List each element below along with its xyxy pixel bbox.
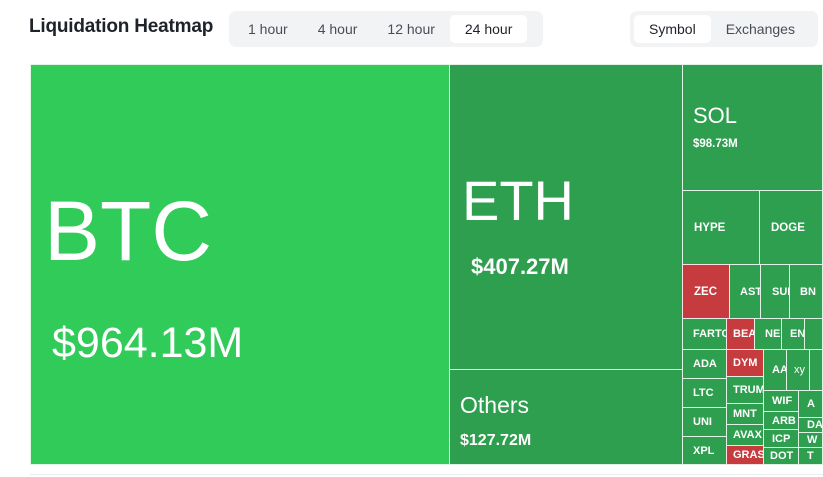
tile-gras[interactable]: GRAS: [726, 445, 764, 465]
time-range-selector: 1 hour 4 hour 12 hour 24 hour: [229, 11, 543, 47]
tile-avax-symbol: AVAX: [733, 429, 762, 441]
tile-btc[interactable]: BTC $964.13M: [30, 64, 450, 465]
tile-eth-value: $407.27M: [471, 254, 569, 279]
tile-dot[interactable]: DOT: [763, 447, 799, 465]
tile-sol[interactable]: SOL $98.73M: [682, 64, 823, 191]
tile-da-symbol: DA: [807, 419, 823, 431]
tile-xpl[interactable]: XPL: [682, 436, 727, 465]
tile-wif-symbol: WIF: [772, 395, 793, 407]
tile-eth[interactable]: ETH $407.27M: [449, 64, 683, 370]
tile-bea-symbol: BEA: [733, 328, 755, 340]
tile-trum[interactable]: TRUM: [726, 376, 764, 404]
tile-bnb[interactable]: BN: [789, 264, 823, 319]
tile-uni[interactable]: UNI: [682, 407, 727, 437]
tile-ltc[interactable]: LTC: [682, 378, 727, 408]
tile-others-value: $127.72M: [460, 432, 532, 449]
tile-others[interactable]: Others $127.72M: [449, 369, 683, 465]
tile-dot-symbol: DOT: [770, 450, 794, 462]
tile-btc-symbol: BTC: [44, 184, 212, 278]
tile-ada[interactable]: ADA: [682, 349, 727, 379]
tile-t[interactable]: T: [798, 447, 823, 465]
liquidation-heatmap: BTC $964.13M ETH $407.27M Others $127.72…: [30, 64, 823, 465]
tile-btc-value: $964.13M: [52, 319, 244, 367]
tile-bnb-symbol: BN: [800, 285, 816, 298]
tab-24-hour[interactable]: 24 hour: [449, 15, 528, 43]
tile-ne-symbol: NE: [765, 328, 781, 340]
tile-aa-symbol: AA: [772, 364, 787, 376]
tile-sol-value: $98.73M: [693, 138, 738, 150]
tile-w[interactable]: W: [798, 432, 823, 448]
tab-12-hour[interactable]: 12 hour: [387, 21, 435, 37]
tile-t-symbol: T: [807, 450, 814, 462]
tile-dym-symbol: DYM: [733, 357, 758, 369]
tile-sol-symbol: SOL: [693, 103, 738, 128]
bottom-divider: [30, 474, 823, 475]
tile-sui-symbol: SUI: [772, 285, 790, 298]
tile-xy[interactable]: xy: [786, 349, 810, 391]
tile-farto[interactable]: FARTO: [682, 318, 727, 350]
tile-icp-symbol: ICP: [772, 432, 791, 445]
tab-1-hour[interactable]: 1 hour: [248, 21, 288, 37]
tile-doge-symbol: DOGE: [771, 221, 805, 234]
tab-exchanges[interactable]: Exchanges: [725, 21, 795, 37]
tile-wif[interactable]: WIF: [763, 390, 799, 412]
tile-doge[interactable]: DOGE: [759, 190, 823, 265]
tile-trum-symbol: TRUM: [733, 384, 764, 396]
tile-w-symbol: W: [807, 434, 818, 446]
tile-zec-symbol: ZEC: [694, 285, 717, 298]
tile-eth-symbol: ETH: [462, 169, 574, 232]
tab-4-hour[interactable]: 4 hour: [317, 21, 358, 37]
tile-ada-symbol: ADA: [693, 358, 717, 370]
tile-dym[interactable]: DYM: [726, 349, 764, 377]
tile-arb[interactable]: ARB: [763, 411, 799, 430]
tile-hype-symbol: HYPE: [694, 221, 726, 234]
tile-hype[interactable]: HYPE: [682, 190, 760, 265]
tile-gras-symbol: GRAS: [733, 449, 764, 461]
tile-ne[interactable]: NE: [754, 318, 782, 350]
tile-aster[interactable]: AST: [729, 264, 761, 319]
tile-farto-symbol: FARTO: [693, 328, 727, 340]
tile-mnt-symbol: MNT: [733, 408, 757, 420]
tile-misc-3-symbol: A: [807, 398, 815, 410]
tile-xpl-symbol: XPL: [693, 444, 715, 457]
tile-xy-symbol: xy: [794, 364, 805, 376]
tile-others-symbol: Others: [460, 392, 530, 418]
tile-en-symbol: EN: [790, 328, 805, 340]
tile-uni-symbol: UNI: [693, 416, 712, 428]
tile-da[interactable]: DA: [798, 417, 823, 433]
tile-aa[interactable]: AA: [763, 349, 787, 391]
tile-bea[interactable]: BEA: [726, 318, 755, 350]
tile-mnt[interactable]: MNT: [726, 403, 764, 425]
tile-arb-symbol: ARB: [772, 414, 796, 427]
tile-misc-1[interactable]: [804, 318, 823, 350]
tile-zec[interactable]: ZEC: [682, 264, 730, 319]
tile-sui[interactable]: SUI: [760, 264, 790, 319]
tab-symbol[interactable]: Symbol: [634, 15, 711, 43]
tile-misc-2[interactable]: [809, 349, 823, 391]
tile-en[interactable]: EN: [781, 318, 805, 350]
view-mode-selector: Symbol Exchanges: [630, 11, 818, 47]
tile-misc-3[interactable]: A: [798, 390, 823, 418]
tile-avax[interactable]: AVAX: [726, 424, 764, 446]
tile-ltc-symbol: LTC: [693, 387, 714, 399]
tile-aster-symbol: AST: [740, 285, 761, 298]
tile-icp[interactable]: ICP: [763, 429, 799, 448]
page-title: Liquidation Heatmap: [29, 16, 214, 37]
